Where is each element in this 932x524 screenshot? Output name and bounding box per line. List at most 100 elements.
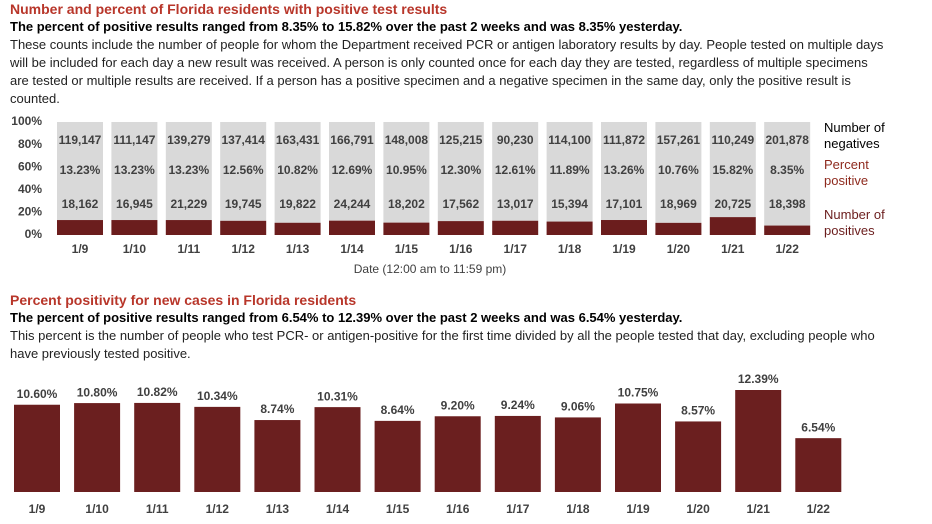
data-label: 13.23%: [114, 163, 155, 177]
x-tick-label: 1/16: [449, 242, 473, 256]
bar-segment: [492, 122, 539, 221]
data-label: 125,215: [439, 133, 483, 147]
data-label: 114,100: [548, 133, 591, 147]
data-label: 13.23%: [60, 163, 101, 177]
x-tick-label: 1/19: [612, 242, 636, 256]
data-label: 137,414: [222, 133, 266, 147]
bar-segment: [546, 221, 593, 235]
x-tick-label: 1/17: [506, 502, 530, 516]
bar: [795, 438, 842, 492]
x-tick-label: 1/22: [807, 502, 831, 516]
data-label: 9.20%: [441, 398, 475, 412]
data-label: 111,872: [603, 133, 645, 147]
data-label: 11.89%: [550, 163, 590, 177]
bar: [14, 404, 60, 492]
x-tick-label: 1/21: [721, 242, 745, 256]
section-1: Number and percent of Florida residents …: [10, 0, 890, 108]
data-label: 17,101: [606, 197, 643, 211]
bar-segment: [492, 220, 539, 235]
subtitle: The percent of positive results ranged f…: [10, 310, 683, 325]
data-label: 157,261: [657, 133, 701, 147]
data-label: 10.76%: [658, 163, 699, 177]
y-tick-label: 60%: [18, 159, 42, 173]
bar-segment: [546, 122, 593, 222]
data-label: 10.75%: [618, 386, 659, 400]
data-label: 10.34%: [197, 389, 238, 403]
bar: [254, 420, 301, 492]
data-label: 15,394: [551, 197, 588, 211]
y-tick-label: 0%: [25, 227, 43, 241]
x-tick-label: 1/9: [72, 242, 89, 256]
bar-segment: [709, 122, 756, 218]
data-label: 6.54%: [801, 420, 835, 434]
data-label: 12.61%: [495, 163, 536, 177]
bar-segment: [764, 225, 811, 235]
data-label: 15.82%: [712, 163, 753, 177]
data-label: 10.82%: [277, 163, 318, 177]
bar-segment: [764, 122, 811, 226]
bar-segment: [274, 122, 321, 223]
y-tick-label: 20%: [18, 205, 42, 219]
bar-segment: [57, 122, 103, 221]
bar-segment: [709, 217, 756, 235]
data-label: 111,147: [113, 133, 155, 147]
data-label: 8.57%: [681, 404, 715, 418]
data-label: 12.56%: [223, 163, 264, 177]
data-label: 13,017: [497, 197, 534, 211]
x-tick-label: 1/22: [776, 242, 800, 256]
x-tick-label: 1/13: [286, 242, 310, 256]
bar-segment: [220, 220, 267, 235]
data-label: 10.80%: [77, 385, 118, 399]
data-label: 8.74%: [260, 402, 294, 416]
legend-entry: Number of negatives: [824, 120, 885, 151]
x-tick-label: 1/18: [566, 502, 590, 516]
data-label: 166,791: [330, 133, 374, 147]
x-tick-label: 1/15: [395, 242, 419, 256]
bar: [74, 403, 121, 492]
legend-entry: Percent positive: [824, 157, 869, 188]
section-2: Percent positivity for new cases in Flor…: [10, 291, 890, 363]
y-tick-label: 40%: [18, 182, 42, 196]
bar-segment: [111, 122, 158, 221]
bar-segment: [165, 122, 212, 221]
x-tick-label: 1/16: [446, 502, 470, 516]
bar: [554, 417, 601, 492]
x-tick-label: 1/12: [232, 242, 256, 256]
data-label: 139,279: [167, 133, 211, 147]
data-label: 24,244: [334, 197, 371, 211]
data-label: 18,162: [62, 197, 99, 211]
bar-segment: [329, 122, 375, 221]
bar: [494, 415, 541, 492]
x-tick-label: 1/21: [747, 502, 771, 516]
x-tick-label: 1/9: [29, 502, 46, 516]
bar: [434, 416, 481, 492]
data-label: 10.31%: [317, 389, 358, 403]
x-tick-label: 1/17: [504, 242, 528, 256]
x-tick-label: 1/19: [626, 502, 650, 516]
data-label: 18,969: [660, 197, 697, 211]
bar-segment: [437, 122, 484, 222]
x-tick-label: 1/14: [326, 502, 350, 516]
data-label: 8.64%: [381, 403, 415, 417]
x-axis-label: Date (12:00 am to 11:59 pm): [354, 262, 507, 276]
data-label: 90,230: [497, 133, 534, 147]
bar-segment: [57, 220, 103, 235]
data-label: 148,008: [385, 133, 429, 147]
title: Number and percent of Florida residents …: [10, 1, 448, 17]
title: Percent positivity for new cases in Flor…: [10, 292, 357, 308]
x-tick-label: 1/20: [667, 242, 691, 256]
bar: [735, 390, 782, 492]
bar: [194, 406, 241, 492]
data-label: 19,822: [279, 197, 316, 211]
x-tick-label: 1/14: [340, 242, 364, 256]
bar-segment: [601, 122, 647, 221]
y-tick-label: 80%: [18, 137, 42, 151]
data-label: 8.35%: [770, 163, 804, 177]
data-label: 119,147: [59, 133, 102, 147]
bar: [374, 420, 421, 492]
data-label: 21,229: [170, 197, 207, 211]
bar-segment: [220, 122, 267, 221]
subtitle: The percent of positive results ranged f…: [10, 19, 683, 34]
